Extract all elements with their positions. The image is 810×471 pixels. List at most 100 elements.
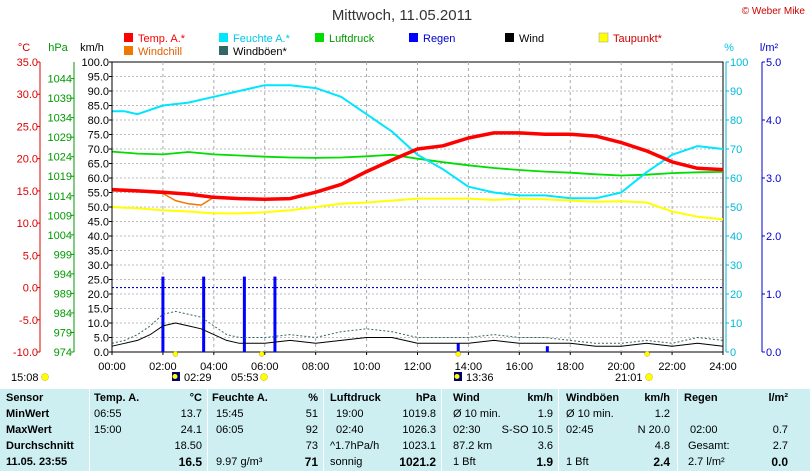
temp-title: Temp. A.: [94, 392, 140, 404]
time-markers: 15:08 02:29 05:53 13:36 21:01: [11, 351, 653, 382]
sun-icon: [260, 373, 268, 381]
axis-sun-marker: [644, 351, 650, 357]
sun-icon: [41, 373, 49, 381]
legend-temp: Temp. A.*: [138, 33, 186, 45]
feuchte-abs: 9.97 g/m³: [216, 456, 263, 468]
regen-title: Regen: [684, 392, 718, 404]
rain-bar: [273, 276, 277, 352]
temp-axis-tick-label: 0.0: [23, 283, 38, 295]
sun-icon: [645, 373, 653, 381]
pressure-axis-tick-label: 1044: [48, 74, 72, 86]
humidity-axis-tick-label: 90: [730, 86, 742, 98]
wind-avg10-val: 1.9: [537, 408, 553, 420]
legend-swatch-temp: [124, 33, 133, 42]
wind-axis-tick-label: 65.0: [88, 159, 109, 171]
legend-swatch-regen: [409, 33, 418, 42]
x-tick-label: 20:00: [607, 361, 635, 373]
boeen-current: 2.4: [653, 455, 670, 469]
axis-label-humidity: %: [724, 42, 734, 54]
chart-title: Mittwoch, 11.05.2011: [332, 7, 472, 24]
regen-unit: l/m²: [768, 392, 788, 404]
boeen-avg10-val: 1.2: [654, 408, 670, 420]
pressure-axis-tick-label: 979: [54, 327, 72, 339]
pressure-axis-tick-label: 984: [54, 308, 72, 320]
boeen-avg10-label: Ø 10 min.: [566, 408, 614, 420]
humidity-axis-tick-label: 30: [730, 260, 742, 272]
wind-distance: 87.2 km: [453, 440, 493, 452]
temp-axis-tick-label: 25.0: [17, 121, 38, 133]
x-tick-label: 04:00: [200, 361, 228, 373]
series-line-luftdruck: [111, 150, 724, 177]
wind-axis-tick-label: 5.0: [94, 333, 109, 345]
luftdruck-min-time: 19:00: [336, 408, 364, 420]
durchschnitt-label: Durchschnitt: [6, 440, 74, 452]
pressure-axis-tick-label: 1014: [48, 191, 72, 203]
wind-axis-tick-label: 25.0: [88, 275, 109, 287]
x-tick-label: 00:00: [98, 361, 126, 373]
rain-bar: [202, 276, 206, 352]
pressure-axis-tick-label: 1029: [48, 132, 72, 144]
legend-windchill: Windchill: [138, 46, 182, 58]
y-axes: 35.0 30.0 25.0 20.0 15.0 10.0 5.0 0.0 -5.0 -10.0 1…: [13, 57, 781, 359]
rain-bar: [456, 343, 460, 352]
wind-axis-tick-label: 75.0: [88, 130, 109, 142]
series-line-feuchtea: [112, 84, 724, 200]
regen-current: 0.0: [771, 455, 788, 469]
axis-label-pressure: hPa: [48, 42, 68, 54]
pressure-axis-tick-label: 1034: [48, 113, 72, 125]
pressure-axis-tick-label: 974: [54, 347, 72, 359]
col-temp: Temp. A. °C 06:55 13.7 15:00 24.1 18.50 16.…: [94, 389, 202, 471]
pressure-axis-tick-label: 989: [54, 288, 72, 300]
summary-panel: [0, 389, 810, 471]
series-line-tempa: [111, 131, 724, 202]
temp-axis-tick-label: 35.0: [17, 57, 38, 69]
wind-axis-tick-label: 35.0: [88, 246, 109, 258]
moon-disc-icon: [172, 374, 178, 379]
wind-avg10-label: Ø 10 min.: [453, 408, 501, 420]
pressure-axis-tick-label: 999: [54, 249, 72, 261]
copyright-label: © Weber Mike: [742, 6, 806, 17]
x-tick-label: 12:00: [404, 361, 432, 373]
humidity-axis-tick-label: 40: [730, 231, 742, 243]
humidity-axis-tick-label: 80: [730, 115, 742, 127]
axis-label-temp: °C: [18, 42, 30, 54]
temp-avg: 18.50: [174, 440, 202, 452]
boeen-bft: 1 Bft: [566, 456, 589, 468]
rain-axis-tick-label: 3.0: [766, 173, 781, 185]
humidity-axis-tick-label: 0: [730, 347, 736, 359]
wind-axis-tick-label: 85.0: [88, 101, 109, 113]
legend-feuchte: Feuchte A.*: [233, 33, 291, 45]
wind-axis-tick-label: 90.0: [88, 86, 109, 98]
wind-axis-tick-label: 15.0: [88, 304, 109, 316]
temp-axis-tick-label: 20.0: [17, 154, 38, 166]
x-tick-label: 02:00: [149, 361, 177, 373]
x-tick-label: 10:00: [353, 361, 381, 373]
legend-wind: Wind: [519, 33, 544, 45]
wind-axis-tick-label: 50.0: [88, 202, 109, 214]
feuchte-title: Feuchte A.: [212, 392, 268, 404]
pressure-axis-tick-label: 994: [54, 269, 72, 281]
legend-luftdruck: Luftdruck: [329, 33, 375, 45]
wind-current: 1.9: [536, 455, 553, 469]
wind-unit: km/h: [527, 392, 553, 404]
humidity-axis-tick-label: 10: [730, 318, 742, 330]
minwert-label: MinWert: [6, 408, 50, 420]
humidity-axis-tick-label: 100: [730, 57, 748, 69]
boeen-max-dir: N 20.0: [637, 424, 670, 436]
wind-title: Wind: [453, 392, 480, 404]
wind-bft: 1 Bft: [453, 456, 476, 468]
pressure-axis-tick-label: 1009: [48, 210, 72, 222]
regen-max-time: 02:00: [690, 424, 718, 436]
legend-swatch-taupunkt: [598, 32, 609, 43]
col-sensor: Sensor MinWert MaxWert Durchschnitt 11.0…: [6, 389, 88, 471]
rain-bar: [161, 276, 165, 352]
feuchte-unit: %: [308, 392, 318, 404]
wind-avg: 3.6: [537, 440, 553, 452]
temp-current: 16.5: [178, 455, 202, 469]
feuchte-current: 71: [304, 455, 318, 469]
time-marker-label: 02:29: [184, 372, 212, 382]
legend-swatch-windboeen: [219, 46, 228, 55]
humidity-axis-tick-label: 70: [730, 144, 742, 156]
regen-day-total: 2.7 l/m²: [688, 456, 725, 468]
time-marker-label: 05:53: [231, 372, 259, 382]
